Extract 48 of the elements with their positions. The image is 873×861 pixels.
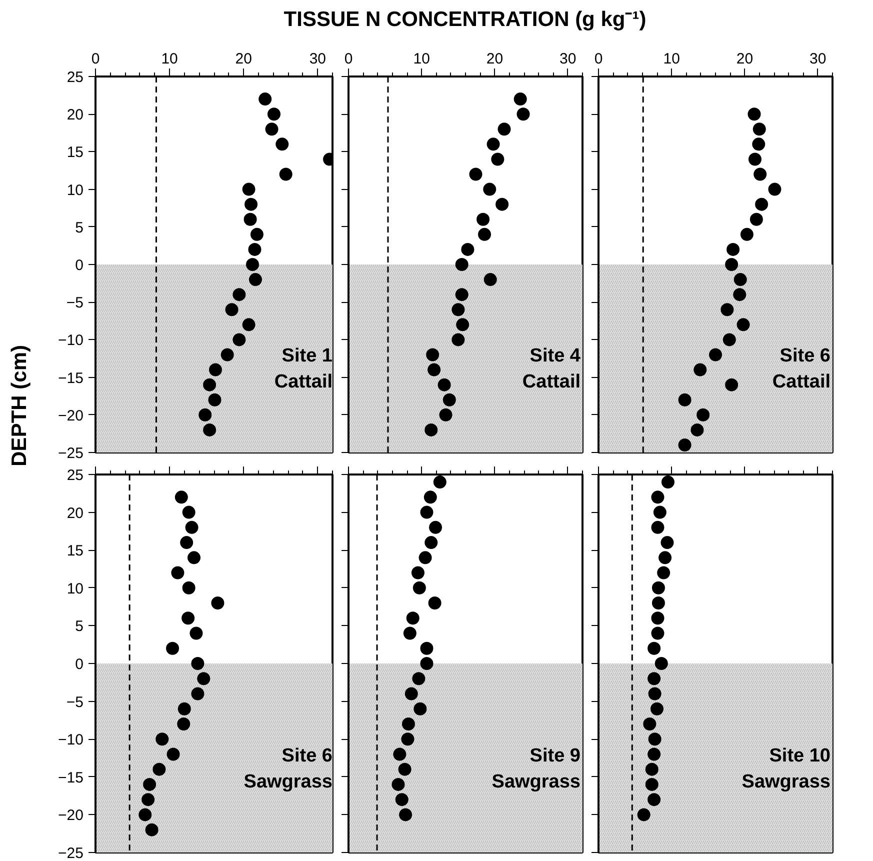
annotation: Sawgrass bbox=[244, 772, 333, 792]
annotation: Site 9 bbox=[530, 746, 581, 766]
y-tick-label: −25 bbox=[58, 445, 84, 462]
x-tick-label: 0 bbox=[91, 50, 100, 68]
x-tick-label: 30 bbox=[810, 50, 826, 68]
x-tick-label: 20 bbox=[486, 50, 504, 68]
y-tick-label: 25 bbox=[66, 69, 84, 86]
y-tick-label: −15 bbox=[58, 769, 84, 786]
annotation: Cattail bbox=[274, 372, 333, 392]
x-tick-label: 20 bbox=[736, 50, 754, 68]
y-tick-label: −10 bbox=[58, 732, 84, 749]
y-tick-label: 0 bbox=[75, 656, 84, 673]
y-tick-label: 10 bbox=[66, 580, 84, 598]
x-tick-label: 0 bbox=[594, 50, 603, 68]
y-tick-label: −20 bbox=[58, 807, 84, 824]
y-tick-label: 25 bbox=[66, 467, 84, 484]
annotation: Sawgrass bbox=[742, 772, 831, 792]
x-tick-label: 10 bbox=[663, 50, 680, 68]
y-tick-label: −10 bbox=[58, 332, 84, 350]
x-tick-label: 0 bbox=[344, 50, 353, 68]
x-axis-title: TISSUE N CONCENTRATION (g kg⁻¹) bbox=[282, 7, 648, 33]
annotation: Site 6 bbox=[282, 746, 333, 766]
y-axis-title: DEPTH (cm) bbox=[7, 345, 32, 466]
annotation: Cattail bbox=[772, 372, 831, 392]
x-tick-label: 30 bbox=[560, 50, 576, 68]
y-tick-label: −5 bbox=[66, 294, 84, 312]
y-tick-label: 15 bbox=[66, 542, 84, 560]
annotation: Site 6 bbox=[780, 346, 831, 366]
y-tick-label: 20 bbox=[66, 504, 84, 522]
annotation: Cattail bbox=[522, 372, 581, 392]
y-tick-label: 5 bbox=[75, 618, 84, 636]
y-tick-label: −15 bbox=[58, 370, 84, 387]
y-tick-label: 20 bbox=[66, 106, 84, 124]
x-tick-label: 10 bbox=[161, 50, 178, 68]
x-tick-label: 10 bbox=[413, 50, 430, 68]
y-tick-label: 10 bbox=[66, 182, 84, 199]
y-tick-label: −25 bbox=[58, 845, 84, 861]
annotation: Site 1 bbox=[282, 346, 333, 366]
annotation: Site 4 bbox=[530, 346, 581, 366]
y-tick-label: 0 bbox=[75, 257, 84, 274]
x-tick-label: 20 bbox=[235, 50, 252, 68]
y-tick-label: 15 bbox=[66, 144, 84, 162]
annotation: Site 10 bbox=[769, 746, 831, 766]
x-tick-label: 30 bbox=[309, 50, 326, 68]
annotation: Sawgrass bbox=[492, 772, 581, 792]
y-tick-label: 5 bbox=[75, 219, 84, 236]
y-tick-label: −5 bbox=[66, 694, 84, 711]
y-tick-label: −20 bbox=[58, 407, 84, 424]
